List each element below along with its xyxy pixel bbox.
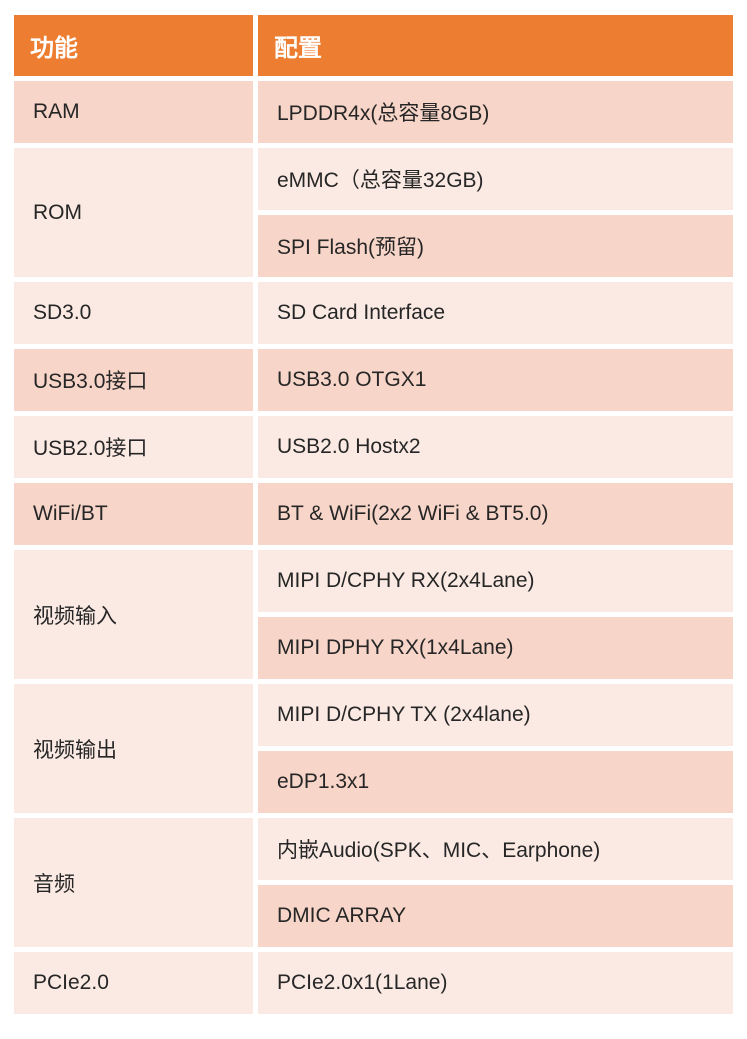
- table-row: USB2.0接口 USB2.0 Hostx2: [14, 416, 733, 478]
- config-cell: DMIC ARRAY: [258, 885, 733, 947]
- config-cell: 内嵌Audio(SPK、MIC、Earphone): [258, 818, 733, 880]
- header-cell-config: 配置: [258, 15, 733, 76]
- function-cell: SD3.0: [14, 282, 253, 344]
- spec-table-body: RAM LPDDR4x(总容量8GB) ROM eMMC（总容量32GB) SPI Fl…: [14, 81, 733, 1014]
- function-cell: ROM: [14, 148, 253, 277]
- config-cell: SD Card Interface: [258, 282, 733, 344]
- table-row: eDP1.3x1: [14, 751, 733, 813]
- config-cell: PCIe2.0x1(1Lane): [258, 952, 733, 1014]
- config-cell: BT & WiFi(2x2 WiFi & BT5.0): [258, 483, 733, 545]
- function-cell: 音频: [14, 818, 253, 947]
- function-cell: USB3.0接口: [14, 349, 253, 411]
- table-row: SPI Flash(预留): [14, 215, 733, 277]
- config-cell: USB3.0 OTGX1: [258, 349, 733, 411]
- table-row: SD3.0 SD Card Interface: [14, 282, 733, 344]
- function-cell: USB2.0接口: [14, 416, 253, 478]
- config-cell: SPI Flash(预留): [258, 215, 733, 277]
- config-cell: MIPI DPHY RX(1x4Lane): [258, 617, 733, 679]
- header-cell-function: 功能: [14, 15, 253, 76]
- config-cell: LPDDR4x(总容量8GB): [258, 81, 733, 143]
- config-cell: MIPI D/CPHY TX (2x4lane): [258, 684, 733, 746]
- table-row: MIPI DPHY RX(1x4Lane): [14, 617, 733, 679]
- table-row: USB3.0接口 USB3.0 OTGX1: [14, 349, 733, 411]
- table-row: 音频 内嵌Audio(SPK、MIC、Earphone): [14, 818, 733, 947]
- table-row: 视频输出 MIPI D/CPHY TX (2x4lane): [14, 684, 733, 813]
- function-cell: RAM: [14, 81, 253, 143]
- config-cell: eMMC（总容量32GB): [258, 148, 733, 210]
- spec-table: 功能 配置 RAM LPDDR4x(总容量8GB) ROM eMMC（总容量32GB)…: [9, 10, 738, 1019]
- table-row: RAM LPDDR4x(总容量8GB): [14, 81, 733, 143]
- table-row: DMIC ARRAY: [14, 885, 733, 947]
- function-cell: 视频输入: [14, 550, 253, 679]
- table-row: ROM eMMC（总容量32GB): [14, 148, 733, 277]
- function-cell: PCIe2.0: [14, 952, 253, 1014]
- table-row: WiFi/BT BT & WiFi(2x2 WiFi & BT5.0): [14, 483, 733, 545]
- table-row: PCIe2.0 PCIe2.0x1(1Lane): [14, 952, 733, 1014]
- config-cell: eDP1.3x1: [258, 751, 733, 813]
- header-row: 功能 配置: [14, 15, 733, 76]
- spec-table-header: 功能 配置: [14, 15, 733, 76]
- config-cell: MIPI D/CPHY RX(2x4Lane): [258, 550, 733, 612]
- table-row: 视频输入 MIPI D/CPHY RX(2x4Lane): [14, 550, 733, 679]
- function-cell: 视频输出: [14, 684, 253, 813]
- function-cell: WiFi/BT: [14, 483, 253, 545]
- config-cell: USB2.0 Hostx2: [258, 416, 733, 478]
